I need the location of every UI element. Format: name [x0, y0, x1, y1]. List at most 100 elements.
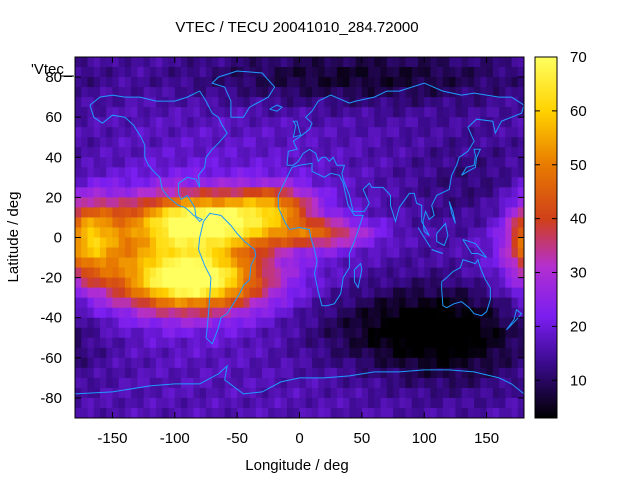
heatmap-cell [399, 277, 407, 289]
heatmap-cell [131, 377, 138, 389]
heatmap-cell [106, 237, 114, 249]
heatmap-cell [349, 257, 357, 269]
heatmap-cell [405, 277, 413, 289]
heatmap-cell [156, 397, 163, 409]
heatmap-cell [212, 77, 220, 88]
heatmap-cell [268, 57, 276, 68]
heatmap-cell [368, 137, 375, 148]
heatmap-cell [106, 257, 114, 269]
heatmap-cell [467, 237, 475, 249]
colorbar-tick-label: 40 [570, 211, 587, 228]
heatmap-cell [330, 67, 338, 78]
heatmap-cell [368, 377, 375, 389]
heatmap-cell [187, 87, 195, 98]
heatmap-cell [230, 137, 238, 148]
heatmap-cell [343, 307, 350, 319]
heatmap-cell [492, 187, 500, 198]
heatmap-cell [486, 217, 494, 229]
heatmap-cell [75, 337, 82, 349]
heatmap-cell [106, 347, 114, 359]
heatmap-cell [193, 197, 201, 209]
heatmap-cell [411, 257, 419, 269]
heatmap-cell [311, 367, 319, 379]
heatmap-cell [380, 267, 388, 279]
heatmap-cell [480, 77, 488, 88]
heatmap-cell [480, 177, 488, 188]
heatmap-cell [517, 357, 524, 369]
heatmap-cell [193, 97, 201, 108]
heatmap-cell [505, 167, 513, 178]
heatmap-cell [368, 317, 375, 329]
heatmap-cell [318, 377, 326, 389]
heatmap-cell [218, 297, 226, 309]
heatmap-cell [274, 217, 282, 229]
heatmap-cell [237, 57, 244, 68]
heatmap-cell [106, 227, 114, 239]
heatmap-cell [287, 347, 294, 359]
heatmap-cell [343, 257, 350, 269]
heatmap-cell [411, 157, 419, 168]
heatmap-cell [137, 357, 145, 369]
heatmap-cell [474, 237, 481, 249]
heatmap-cell [162, 267, 170, 279]
heatmap-cell [243, 337, 251, 349]
heatmap-cell [368, 57, 375, 68]
heatmap-cell [405, 187, 413, 198]
heatmap-cell [249, 177, 257, 188]
x-tick-label: 0 [295, 430, 303, 447]
heatmap-cell [199, 67, 207, 78]
heatmap-cell [75, 97, 82, 108]
heatmap-cell [287, 127, 294, 138]
heatmap-cell [386, 407, 394, 418]
heatmap-cell [205, 97, 213, 108]
heatmap-cell [480, 237, 488, 249]
heatmap-cell [205, 347, 213, 359]
heatmap-cell [118, 297, 126, 309]
heatmap-cell [174, 267, 182, 279]
heatmap-cell [106, 157, 114, 168]
heatmap-cell [343, 217, 350, 229]
heatmap-cell [162, 117, 170, 128]
heatmap-cell [499, 327, 506, 339]
heatmap-cell [162, 337, 170, 349]
heatmap-cell [417, 147, 425, 158]
heatmap-cell [505, 247, 513, 259]
heatmap-cell [336, 187, 344, 198]
heatmap-cell [262, 57, 269, 68]
heatmap-cell [330, 367, 338, 379]
heatmap-cell [368, 197, 375, 209]
heatmap-cell [380, 177, 388, 188]
heatmap-cell [181, 317, 188, 329]
heatmap-cell [355, 387, 363, 399]
heatmap-cell [349, 287, 357, 299]
heatmap-cell [199, 197, 207, 209]
heatmap-cell [449, 197, 457, 209]
heatmap-cell [156, 107, 163, 118]
heatmap-cell [417, 297, 425, 309]
heatmap-cell [430, 57, 438, 68]
heatmap-cell [417, 267, 425, 279]
heatmap-cell [380, 337, 388, 349]
heatmap-cell [255, 77, 263, 88]
heatmap-cell [517, 77, 524, 88]
heatmap-cell [87, 167, 95, 178]
heatmap-cell [124, 227, 132, 239]
heatmap-cell [131, 137, 138, 148]
heatmap-cell [230, 347, 238, 359]
heatmap-cell [492, 357, 500, 369]
heatmap-cell [218, 197, 226, 209]
heatmap-cell [511, 377, 519, 389]
heatmap-cell [156, 117, 163, 128]
heatmap-cell [187, 97, 195, 108]
heatmap-cell [517, 397, 524, 409]
heatmap-cell [349, 67, 357, 78]
heatmap-cell [361, 317, 369, 329]
heatmap-cell [156, 127, 163, 138]
heatmap-cell [399, 87, 407, 98]
heatmap-cell [99, 177, 107, 188]
heatmap-cell [274, 127, 282, 138]
coastline [461, 148, 482, 176]
heatmap-cell [193, 277, 201, 289]
heatmap-cell [262, 187, 269, 198]
heatmap-cell [249, 227, 257, 239]
